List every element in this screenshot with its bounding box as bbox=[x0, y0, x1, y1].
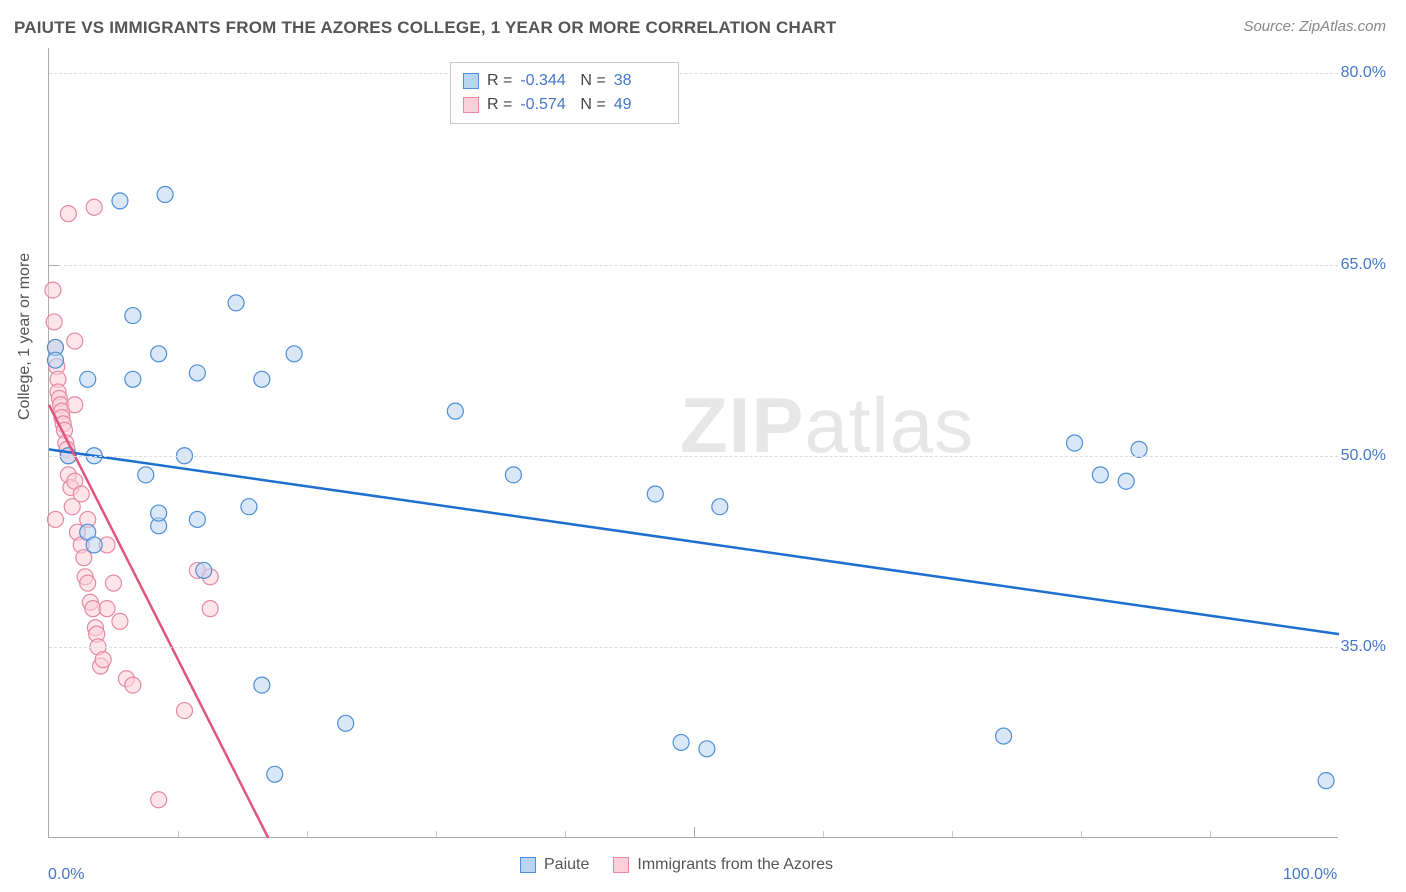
data-point bbox=[286, 346, 302, 362]
n-value: 38 bbox=[614, 72, 666, 90]
data-point bbox=[228, 295, 244, 311]
gridline bbox=[49, 265, 1338, 266]
data-point bbox=[47, 511, 63, 527]
y-tick-label: 65.0% bbox=[1341, 256, 1386, 274]
data-point bbox=[1118, 473, 1134, 489]
r-value: -0.344 bbox=[520, 72, 572, 90]
stats-row-azores: R = -0.574 N = 49 bbox=[463, 93, 666, 117]
r-label: R = bbox=[487, 96, 512, 114]
n-label: N = bbox=[580, 96, 605, 114]
legend-label: Immigrants from the Azores bbox=[637, 856, 833, 874]
gridline bbox=[49, 647, 1338, 648]
data-point bbox=[106, 575, 122, 591]
y-major-tick bbox=[49, 265, 59, 266]
data-point bbox=[73, 486, 89, 502]
data-point bbox=[46, 314, 62, 330]
r-label: R = bbox=[487, 72, 512, 90]
data-point bbox=[99, 601, 115, 617]
data-point bbox=[80, 575, 96, 591]
data-point bbox=[67, 397, 83, 413]
x-minor-tick bbox=[307, 831, 308, 837]
data-point bbox=[60, 206, 76, 222]
swatch-pink-icon bbox=[613, 857, 629, 873]
data-point bbox=[699, 741, 715, 757]
data-point bbox=[241, 499, 257, 515]
gridline bbox=[49, 73, 1338, 74]
legend-item-azores: Immigrants from the Azores bbox=[613, 856, 833, 874]
data-point bbox=[67, 333, 83, 349]
swatch-pink-icon bbox=[463, 97, 479, 113]
data-point bbox=[647, 486, 663, 502]
legend-label: Paiute bbox=[544, 856, 589, 874]
y-tick-label: 50.0% bbox=[1341, 447, 1386, 465]
data-point bbox=[86, 199, 102, 215]
x-major-tick bbox=[694, 827, 695, 837]
data-point bbox=[189, 365, 205, 381]
data-point bbox=[254, 677, 270, 693]
x-minor-tick bbox=[952, 831, 953, 837]
data-point bbox=[1067, 435, 1083, 451]
data-point bbox=[505, 467, 521, 483]
correlation-stats-legend: R = -0.344 N = 38 R = -0.574 N = 49 bbox=[450, 62, 679, 124]
x-minor-tick bbox=[565, 831, 566, 837]
data-point bbox=[47, 352, 63, 368]
data-point bbox=[151, 346, 167, 362]
n-label: N = bbox=[580, 72, 605, 90]
data-point bbox=[267, 766, 283, 782]
data-point bbox=[338, 715, 354, 731]
data-point bbox=[45, 282, 61, 298]
data-point bbox=[112, 613, 128, 629]
y-tick-label: 80.0% bbox=[1341, 64, 1386, 82]
x-minor-tick bbox=[436, 831, 437, 837]
data-point bbox=[196, 562, 212, 578]
data-point bbox=[189, 511, 205, 527]
y-axis-label: College, 1 year or more bbox=[16, 253, 34, 420]
data-point bbox=[125, 677, 141, 693]
data-point bbox=[1318, 773, 1334, 789]
data-point bbox=[125, 371, 141, 387]
legend-item-paiute: Paiute bbox=[520, 856, 589, 874]
data-point bbox=[80, 371, 96, 387]
gridline bbox=[49, 456, 1338, 457]
n-value: 49 bbox=[614, 96, 666, 114]
data-point bbox=[112, 193, 128, 209]
data-point bbox=[447, 403, 463, 419]
x-minor-tick bbox=[823, 831, 824, 837]
data-point bbox=[1092, 467, 1108, 483]
x-minor-tick bbox=[178, 831, 179, 837]
source-attribution: Source: ZipAtlas.com bbox=[1243, 18, 1386, 35]
data-point bbox=[996, 728, 1012, 744]
data-point bbox=[95, 652, 111, 668]
stats-row-paiute: R = -0.344 N = 38 bbox=[463, 69, 666, 93]
data-point bbox=[254, 371, 270, 387]
chart-title: PAIUTE VS IMMIGRANTS FROM THE AZORES COL… bbox=[14, 18, 837, 38]
data-point bbox=[157, 187, 173, 203]
data-point bbox=[86, 537, 102, 553]
data-point bbox=[151, 505, 167, 521]
chart-plot-area bbox=[48, 48, 1338, 838]
regression-line bbox=[49, 405, 268, 838]
r-value: -0.574 bbox=[520, 96, 572, 114]
data-point bbox=[138, 467, 154, 483]
x-tick-label: 0.0% bbox=[48, 866, 84, 884]
swatch-blue-icon bbox=[463, 73, 479, 89]
data-point bbox=[202, 601, 218, 617]
data-point bbox=[176, 703, 192, 719]
data-point bbox=[125, 308, 141, 324]
x-tick-label: 100.0% bbox=[1283, 866, 1337, 884]
x-minor-tick bbox=[1210, 831, 1211, 837]
regression-line bbox=[49, 449, 1339, 634]
data-point bbox=[712, 499, 728, 515]
x-minor-tick bbox=[1081, 831, 1082, 837]
y-tick-label: 35.0% bbox=[1341, 638, 1386, 656]
data-point bbox=[151, 792, 167, 808]
series-legend: Paiute Immigrants from the Azores bbox=[520, 856, 833, 874]
data-point bbox=[673, 734, 689, 750]
scatter-plot-svg bbox=[49, 48, 1338, 837]
swatch-blue-icon bbox=[520, 857, 536, 873]
